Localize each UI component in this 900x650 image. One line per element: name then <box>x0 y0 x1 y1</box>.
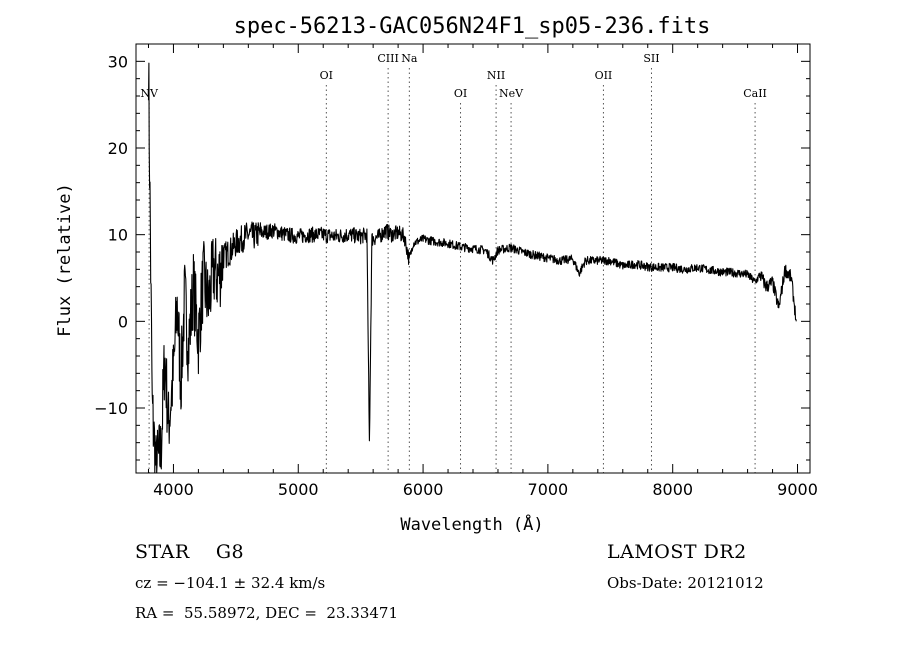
line-marker-label: OI <box>454 87 467 100</box>
line-marker-label: OI <box>320 69 333 82</box>
x-tick-label: 4000 <box>153 480 194 499</box>
y-tick-label: 20 <box>108 139 128 158</box>
x-tick-label: 7000 <box>528 480 569 499</box>
line-marker-label: CIII <box>377 52 398 65</box>
plot-frame <box>135 43 811 474</box>
y-axis-label: Flux (relative) <box>55 183 75 337</box>
chart-title: spec-56213-GAC056N24F1_sp05-236.fits <box>234 14 711 39</box>
line-marker-label: NV <box>140 87 159 100</box>
sky-coordinates: RA = 55.58972, DEC = 23.33471 <box>135 604 399 622</box>
line-marker-label: Na <box>401 52 418 65</box>
x-axis-label: Wavelength (Å) <box>400 513 543 535</box>
observation-date: Obs-Date: 20121012 <box>607 574 764 592</box>
y-tick-label: 30 <box>108 52 128 71</box>
x-tick-label: 6000 <box>403 480 444 499</box>
x-tick-label: 9000 <box>777 480 818 499</box>
line-marker-label: SII <box>643 52 659 65</box>
line-marker-label: NII <box>487 69 505 82</box>
line-marker-label: CaII <box>743 87 767 100</box>
survey-name: LAMOST DR2 <box>607 541 747 563</box>
x-tick-label: 5000 <box>278 480 319 499</box>
x-axis: 4000 5000 6000 7000 8000 9000 <box>147 44 818 499</box>
line-marker-labels: NV OI CIII Na OI NII NeV OII SII CaII <box>140 52 767 100</box>
redshift-readout: cz = −104.1 ± 32.4 km/s <box>135 574 326 592</box>
y-axis: −10 0 10 20 30 <box>94 43 810 461</box>
line-marker-label: NeV <box>499 87 524 100</box>
line-marker-guides <box>148 68 756 473</box>
line-marker-label: OII <box>595 69 613 82</box>
y-tick-label: −10 <box>94 399 128 418</box>
x-tick-label: 8000 <box>652 480 693 499</box>
y-tick-label: 0 <box>118 312 128 331</box>
object-classification: STAR G8 <box>135 541 245 563</box>
spectrum-series-line <box>147 62 797 474</box>
y-tick-label: 10 <box>108 226 128 245</box>
